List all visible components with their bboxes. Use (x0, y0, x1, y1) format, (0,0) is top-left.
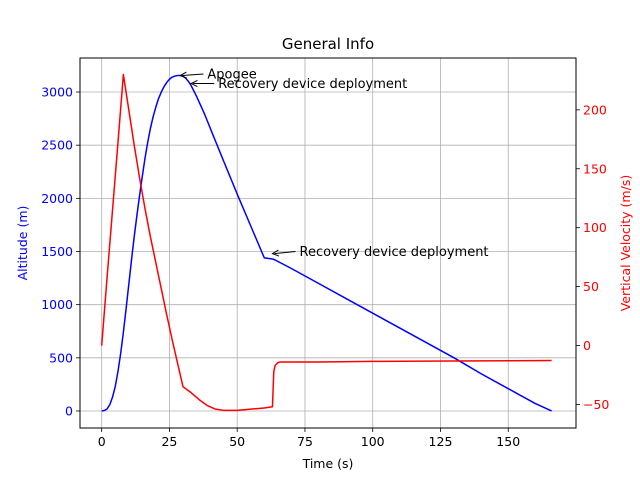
annotation-arrow-head-0 (179, 71, 187, 79)
annotation-text-0: Apogee (207, 67, 256, 82)
annotation-text-1: Recovery device deployment (218, 77, 407, 92)
annotation-text-2: Recovery device deployment (300, 245, 489, 260)
y-right-tick-label-2: 50 (583, 279, 599, 294)
plot-area (100, 73, 552, 412)
x-tick-label-6: 150 (496, 434, 520, 449)
y-axis-left: 0 500 1000 1500 2000 2500 3000 (41, 85, 80, 418)
altitude-series-line (101, 74, 552, 412)
annotation-arrow-head-1 (189, 80, 198, 88)
annotation-arrow-head-2 (271, 249, 280, 257)
y-right-tick-label-5: 200 (583, 102, 607, 117)
x-tick-label-0: 0 (98, 434, 106, 449)
plot-frame (79, 57, 577, 429)
velocity-series-line (100, 73, 552, 412)
chart-title: General Info (282, 35, 374, 53)
y-left-tick-label-6: 3000 (41, 85, 73, 100)
annotation-arrow-line-2 (274, 251, 296, 255)
annotation-arrow-line-0 (182, 73, 204, 77)
y-right-tick-label-4: 150 (583, 161, 607, 176)
y-left-tick-label-2: 1000 (41, 297, 73, 312)
x-axis: 0 25 50 75 100 125 150 (98, 428, 520, 449)
x-tick-label-4: 100 (361, 434, 385, 449)
x-tick-label-2: 50 (229, 434, 245, 449)
x-axis-label: Time (s) (302, 456, 354, 471)
y-right-tick-label-3: 100 (583, 220, 607, 235)
y-right-tick-label-0: −50 (583, 397, 609, 412)
y-left-tick-label-5: 2500 (41, 138, 73, 153)
y-axis-left-label: Altitude (m) (15, 206, 30, 281)
y-axis-right-label: Vertical Velocity (m/s) (618, 175, 633, 311)
y-left-tick-label-3: 1500 (41, 244, 73, 259)
y-left-tick-label-0: 0 (65, 403, 73, 418)
y-right-tick-label-1: 0 (583, 338, 591, 353)
x-tick-label-1: 25 (161, 434, 177, 449)
x-tick-label-3: 75 (297, 434, 313, 449)
x-tick-label-5: 125 (429, 434, 453, 449)
y-left-tick-label-4: 2000 (41, 191, 73, 206)
y-axis-right: −50 0 50 100 150 200 (576, 102, 609, 412)
y-left-tick-label-1: 500 (49, 350, 73, 365)
grid (80, 58, 576, 428)
